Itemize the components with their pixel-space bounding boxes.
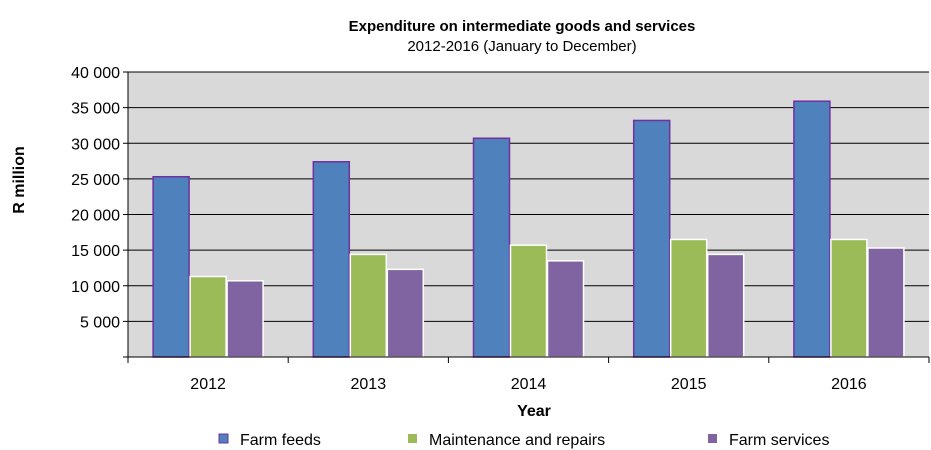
- bar-farm-feeds-2014: [472, 137, 511, 358]
- bar-maintenance-and-repairs-2014: [509, 244, 548, 358]
- x-axis-title: Year: [517, 403, 551, 420]
- bar-maintenance-and-repairs-2012: [189, 275, 227, 358]
- bar-farm-services-2013: [386, 268, 425, 358]
- x-tick-label: 2013: [351, 376, 387, 393]
- y-tick-label: 25 000: [71, 172, 120, 189]
- legend-swatch: [408, 434, 417, 443]
- x-tick-labels: 2012 2013 2014 2015 2016: [190, 376, 866, 393]
- y-tick-label: 30 000: [71, 136, 120, 153]
- bar-farm-feeds-2013: [312, 161, 351, 358]
- bar-farm-services-2015: [706, 253, 745, 358]
- chart-title: Expenditure on intermediate goods and se…: [349, 18, 696, 35]
- y-tick-label: 10 000: [71, 279, 120, 296]
- bar-maintenance-and-repairs-2016: [830, 238, 868, 358]
- legend-swatch: [708, 434, 717, 443]
- legend-swatch: [218, 433, 229, 444]
- chart-subtitle: 2012-2016 (January to December): [407, 38, 636, 55]
- y-tick-label: 15 000: [71, 243, 120, 260]
- bar-farm-feeds-2016: [793, 100, 831, 358]
- y-tick-label: 20 000: [71, 208, 120, 225]
- y-tick-labels: 5 000 10 000 15 000 20 000 25 000 30 000 35 00…: [71, 65, 120, 331]
- x-tick-label: 2016: [831, 376, 867, 393]
- legend-label: Farm services: [729, 432, 829, 449]
- y-tick-label: 40 000: [71, 65, 120, 82]
- y-tick-label: 35 000: [71, 101, 120, 118]
- bar-farm-services-2016: [867, 247, 905, 358]
- bar-maintenance-and-repairs-2013: [349, 253, 388, 358]
- y-tick-label: 5 000: [80, 314, 120, 331]
- bar-farm-services-2012: [226, 280, 264, 358]
- bar-farm-feeds-2012: [152, 175, 190, 358]
- x-tick-label: 2015: [671, 376, 707, 393]
- bars: [152, 100, 905, 358]
- x-tick-label: 2012: [190, 376, 226, 393]
- legend-label: Farm feeds: [240, 432, 321, 449]
- y-axis-title: R million: [11, 146, 28, 214]
- legend: Farm feeds Maintenance and repairs Farm se…: [218, 432, 829, 449]
- bar-farm-feeds-2015: [632, 119, 671, 358]
- axes: [123, 71, 930, 363]
- legend-label: Maintenance and repairs: [429, 432, 605, 449]
- bar-maintenance-and-repairs-2015: [669, 238, 708, 358]
- bar-farm-services-2014: [546, 260, 585, 358]
- x-tick-label: 2014: [511, 376, 547, 393]
